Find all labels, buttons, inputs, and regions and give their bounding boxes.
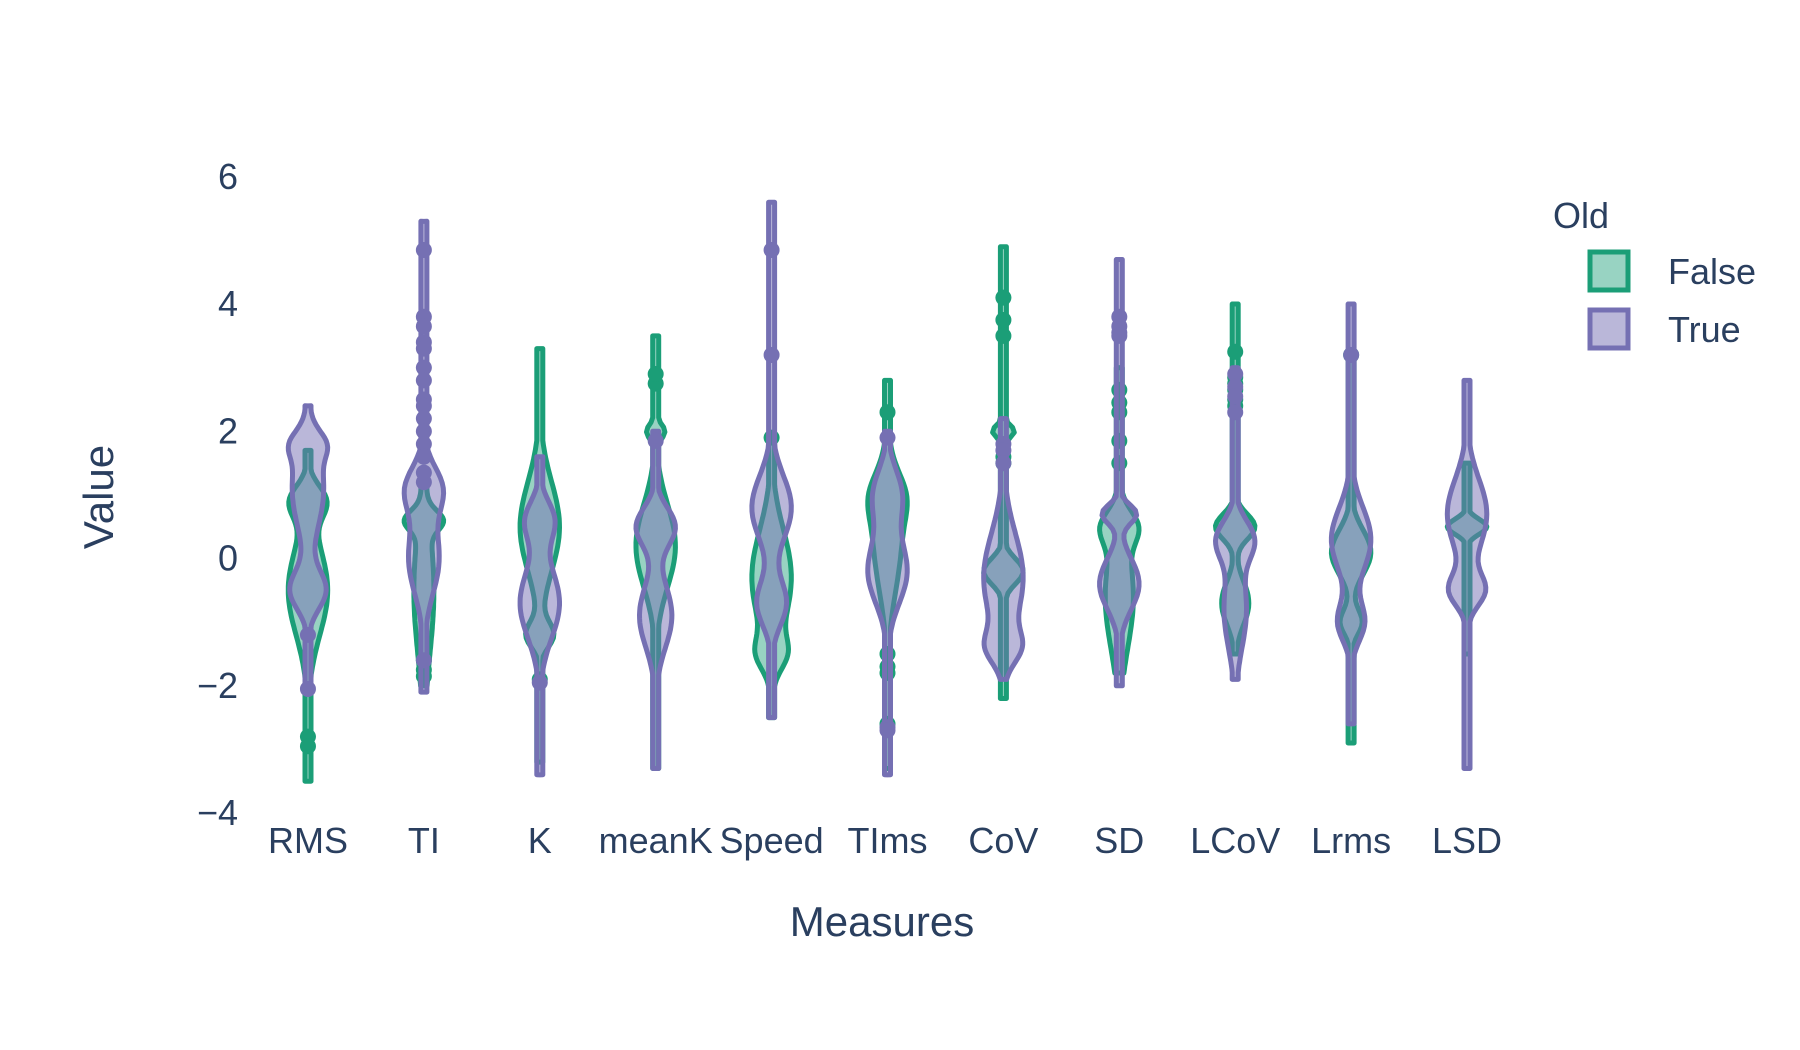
x-tick-label: Lrms — [1311, 820, 1391, 861]
outlier-point — [1227, 343, 1244, 360]
outlier-point — [415, 652, 432, 669]
outlier-point — [415, 448, 432, 465]
legend: Old False True — [1553, 195, 1756, 351]
legend-item-true[interactable]: True — [1587, 307, 1741, 351]
legend-swatch — [1587, 249, 1631, 293]
y-tick-label: 6 — [218, 156, 238, 197]
outlier-point — [995, 327, 1012, 344]
outlier-point — [299, 626, 316, 643]
x-tick-label: meanK — [599, 820, 713, 861]
legend-items: False True — [1587, 249, 1756, 351]
outlier-point — [415, 397, 432, 414]
y-tick-label: −2 — [197, 665, 238, 706]
outlier-point — [299, 680, 316, 697]
x-tick-label: TIms — [848, 820, 928, 861]
outlier-point — [995, 455, 1012, 472]
outlier-point — [415, 241, 432, 258]
outlier-point — [1227, 366, 1244, 383]
outlier-point — [763, 346, 780, 363]
y-tick-label: 0 — [218, 538, 238, 579]
x-tick-label: LSD — [1432, 820, 1502, 861]
violin-rms-true — [285, 403, 331, 695]
violin-k-true — [517, 454, 562, 778]
x-tick-label: RMS — [268, 820, 348, 861]
y-tick-label: −4 — [197, 792, 238, 833]
violin-lrms-true — [1328, 301, 1374, 727]
violin-cov-true — [981, 416, 1026, 682]
outlier-point — [415, 410, 432, 427]
legend-item-false[interactable]: False — [1587, 249, 1756, 293]
outlier-point — [415, 340, 432, 357]
violin-speed-true — [749, 199, 794, 721]
outlier-point — [995, 442, 1012, 459]
outlier-point — [415, 318, 432, 335]
violin-sd-true — [1097, 257, 1142, 689]
legend-label: True — [1668, 309, 1741, 350]
series-true — [285, 199, 1490, 778]
x-tick-label: K — [528, 820, 552, 861]
outlier-point — [415, 372, 432, 389]
legend-title: Old — [1553, 195, 1609, 236]
y-tick-label: 2 — [218, 410, 238, 451]
outlier-point — [879, 404, 896, 421]
outlier-point — [1227, 404, 1244, 421]
x-tick-label: LCoV — [1190, 820, 1280, 861]
violin-meank-true — [633, 428, 678, 771]
outlier-point — [1111, 327, 1128, 344]
outlier-point — [415, 359, 432, 376]
y-tick-label: 4 — [218, 283, 238, 324]
outlier-point — [879, 722, 896, 739]
outlier-point — [531, 674, 548, 691]
outlier-point — [763, 241, 780, 258]
outlier-point — [647, 432, 664, 449]
outlier-point — [415, 474, 432, 491]
outlier-point — [647, 366, 664, 383]
x-tick-label: Speed — [720, 820, 824, 861]
y-tick-labels: −4 −2 0 2 4 6 — [197, 156, 238, 833]
x-tick-label: CoV — [968, 820, 1038, 861]
outlier-point — [1227, 388, 1244, 405]
x-tick-label: TI — [408, 820, 440, 861]
y-axis-title: Value — [75, 445, 122, 549]
x-axis-title: Measures — [790, 898, 974, 945]
legend-swatch — [1587, 307, 1631, 351]
legend-label: False — [1668, 251, 1756, 292]
x-tick-label: SD — [1094, 820, 1144, 861]
outlier-point — [995, 311, 1012, 328]
outlier-point — [995, 289, 1012, 306]
outlier-point — [1343, 346, 1360, 363]
outlier-point — [299, 738, 316, 755]
outlier-point — [415, 436, 432, 453]
outlier-point — [879, 429, 896, 446]
violin-lsd-true — [1444, 377, 1490, 771]
violins-layer — [285, 199, 1490, 784]
outlier-point — [415, 423, 432, 440]
